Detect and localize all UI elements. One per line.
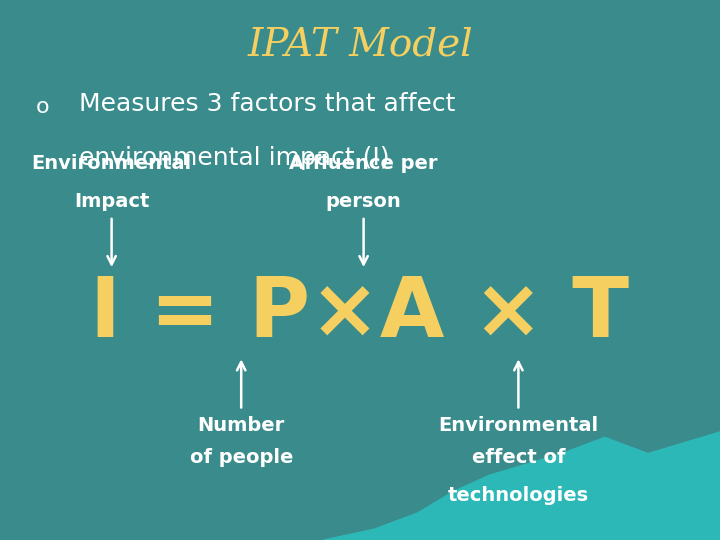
Text: o: o [36,97,50,117]
Text: Number: Number [197,416,285,435]
Text: Environmental: Environmental [438,416,598,435]
Text: I = P×A × T: I = P×A × T [91,273,629,354]
Text: person: person [325,192,402,211]
Text: IPAT Model: IPAT Model [247,27,473,64]
Text: Affluence per: Affluence per [289,154,438,173]
Text: environmental impact (I): environmental impact (I) [79,146,390,170]
Text: of people: of people [189,448,293,467]
Text: technologies: technologies [448,486,589,505]
Text: Measures 3 factors that affect: Measures 3 factors that affect [79,92,456,116]
Text: effect of: effect of [472,448,565,467]
Polygon shape [324,432,720,540]
Text: Impact: Impact [74,192,149,211]
Text: Environmental: Environmental [32,154,192,173]
